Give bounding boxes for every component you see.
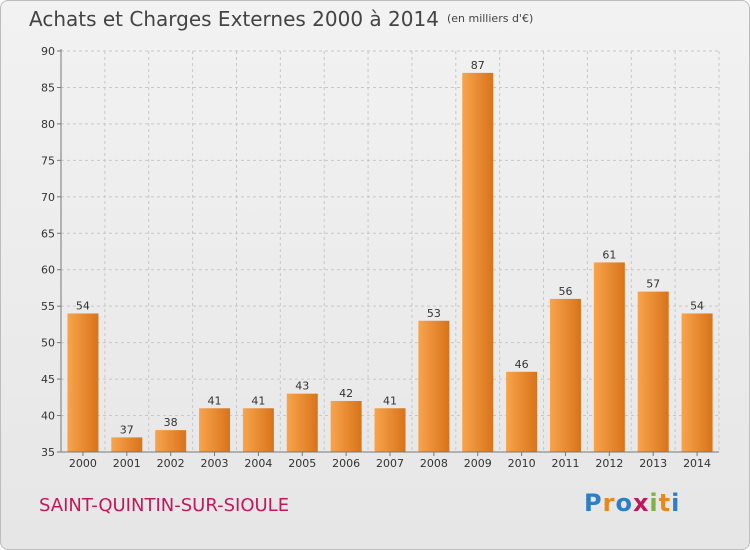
bar <box>593 262 625 452</box>
x-tick-label: 2012 <box>595 457 623 470</box>
bar-value-label: 41 <box>383 394 397 407</box>
logo-letter: i <box>671 489 681 517</box>
commune-name: SAINT-QUINTIN-SUR-SIOULE <box>39 495 290 516</box>
x-tick-label: 2002 <box>157 457 185 470</box>
x-tick-label: 2006 <box>332 457 360 470</box>
y-tick-label: 35 <box>41 446 55 459</box>
bar <box>330 400 362 452</box>
bar-value-label: 37 <box>120 423 134 436</box>
x-tick-label: 2003 <box>201 457 229 470</box>
bar-value-label: 61 <box>602 248 616 261</box>
y-tick-label: 50 <box>41 337 55 350</box>
x-tick-label: 2000 <box>69 457 97 470</box>
bar-value-label: 87 <box>471 59 485 72</box>
bars: 54 37 38 41 41 43 42 41 53 87 46 56 61 57 54 <box>67 59 713 452</box>
axes: 35 40 45 50 55 60 65 70 75 80 85 90 2000 2001 2002 2003… <box>41 45 719 470</box>
bar <box>681 313 713 452</box>
bar-value-label: 38 <box>164 416 178 429</box>
bar-value-label: 43 <box>295 380 309 393</box>
x-tick-label: 2008 <box>420 457 448 470</box>
bar-value-label: 42 <box>339 387 353 400</box>
chart-unit: (en milliers d'€) <box>446 12 534 25</box>
logo-letter: x <box>632 489 650 517</box>
x-tick-label: 2007 <box>376 457 404 470</box>
bar <box>418 320 450 452</box>
y-tick-label: 40 <box>41 410 55 423</box>
x-tick-label: 2013 <box>639 457 667 470</box>
x-tick-label: 2005 <box>288 457 316 470</box>
logo-letter: i <box>649 489 659 517</box>
chart-title: Achats et Charges Externes 2000 à 2014 (e… <box>29 7 533 31</box>
bar <box>549 298 581 452</box>
bar <box>637 291 669 452</box>
bar-value-label: 41 <box>251 394 265 407</box>
bar <box>111 437 143 452</box>
bar-value-label: 54 <box>76 299 90 312</box>
bar-value-label: 46 <box>515 358 529 371</box>
y-tick-label: 75 <box>41 154 55 167</box>
logo-letter: P <box>584 489 603 517</box>
x-tick-label: 2004 <box>244 457 272 470</box>
bar-value-label: 54 <box>690 299 704 312</box>
bar-value-label: 41 <box>208 394 222 407</box>
logo-letter: o <box>615 489 633 517</box>
bar <box>462 72 494 452</box>
x-tick-label: 2011 <box>551 457 579 470</box>
bar <box>374 408 406 452</box>
bar <box>286 393 318 452</box>
logo-letter: t <box>658 489 672 517</box>
y-tick-label: 85 <box>41 81 55 94</box>
x-tick-label: 2001 <box>113 457 141 470</box>
y-tick-label: 60 <box>41 264 55 277</box>
bar <box>506 371 538 452</box>
bar-value-label: 56 <box>558 285 572 298</box>
chart-title-text: Achats et Charges Externes 2000 à 2014 <box>29 7 439 31</box>
y-tick-label: 70 <box>41 191 55 204</box>
x-tick-label: 2009 <box>464 457 492 470</box>
logo-letter: r <box>602 489 616 517</box>
y-tick-label: 80 <box>41 118 55 131</box>
y-tick-label: 90 <box>41 45 55 58</box>
y-tick-label: 45 <box>41 373 55 386</box>
y-tick-label: 65 <box>41 227 55 240</box>
x-tick-label: 2014 <box>683 457 711 470</box>
bar <box>242 408 274 452</box>
bar <box>67 313 99 452</box>
bar <box>199 408 231 452</box>
y-tick-label: 55 <box>41 300 55 313</box>
bar-value-label: 57 <box>646 278 660 291</box>
bar <box>155 430 187 452</box>
bar-value-label: 53 <box>427 307 441 320</box>
proxiti-logo: Proxiti <box>584 489 680 517</box>
x-tick-label: 2010 <box>508 457 536 470</box>
